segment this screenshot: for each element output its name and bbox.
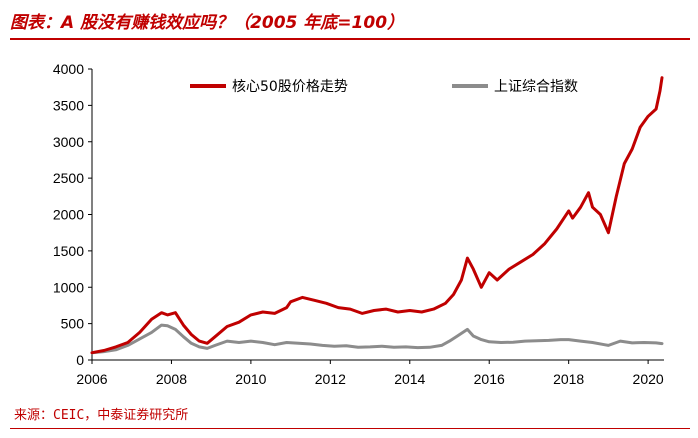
y-tick-label: 2000 [53,207,84,223]
y-tick-label: 2500 [53,170,84,186]
x-tick-label: 2016 [474,371,505,387]
chart-title: 图表：A 股没有赚钱效应吗？（2005 年底=100） [10,13,405,33]
title-divider [10,38,690,40]
series-line-core50 [90,76,664,355]
x-tick-label: 2008 [156,371,187,387]
legend: 核心50股价格走势 上证综合指数 [190,79,578,95]
x-tick-label: 2006 [76,371,107,387]
y-tick-label: 1500 [53,243,84,259]
y-tick-label: 3000 [53,134,84,150]
x-tick-label: 2020 [633,371,664,387]
legend-label: 核心50股价格走势 [232,79,348,95]
series-lines [90,76,664,355]
x-tick-label: 2014 [394,371,425,387]
x-tick-label: 2012 [315,371,346,387]
series-line-sse-composite [90,323,664,355]
bottom-divider [10,428,690,429]
y-tick-label: 0 [76,352,84,368]
y-tick-label: 500 [61,316,85,332]
axes: 0 500 1000 1500 2000 2500 3000 3500 4000 2006 2008… [53,61,664,387]
y-tick-label: 1000 [53,279,84,295]
legend-label: 上证综合指数 [494,79,578,95]
source-note: 来源：CEIC，中泰证券研究所 [14,408,189,423]
y-tick-label: 4000 [53,61,84,77]
x-tick-label: 2018 [553,371,584,387]
y-tick-label: 3500 [53,97,84,113]
x-tick-label: 2010 [235,371,266,387]
